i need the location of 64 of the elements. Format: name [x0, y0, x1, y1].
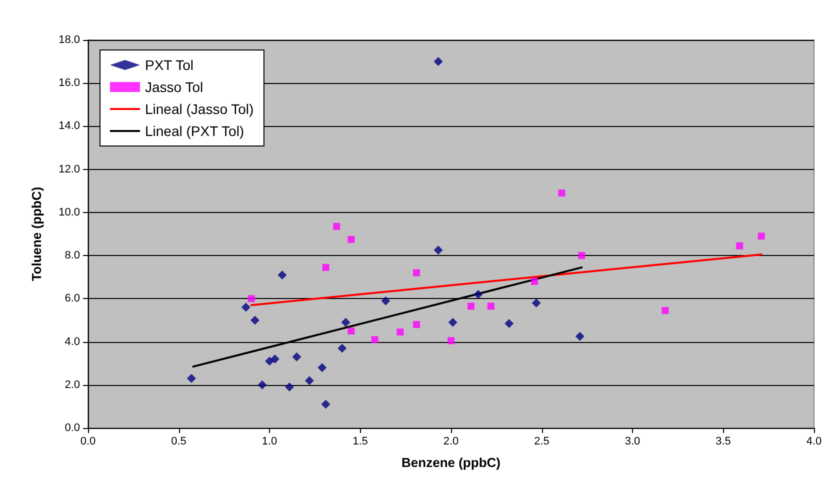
x-tick-label: 2.0	[443, 436, 459, 448]
point	[448, 318, 458, 327]
point	[474, 290, 483, 299]
y-tick-label: 16.0	[58, 77, 80, 90]
point	[284, 382, 294, 392]
x-tick-label: 3.5	[716, 436, 731, 448]
point	[530, 278, 538, 285]
point	[270, 354, 280, 364]
y-tick-label: 6.0	[64, 292, 80, 305]
x-tick-label: 2.5	[534, 436, 550, 448]
point	[341, 318, 350, 327]
y-tick-label: 18.0	[58, 34, 80, 46]
point	[434, 246, 443, 255]
point	[467, 302, 474, 310]
y-tick-label: 10.0	[58, 206, 80, 218]
x-tick-label: 4.0	[806, 436, 822, 448]
point	[434, 57, 443, 66]
y-tick-label: 8.0	[64, 250, 80, 262]
point	[396, 328, 404, 336]
point	[662, 307, 669, 314]
legend-label: Jasso Tol	[145, 79, 204, 95]
point	[348, 328, 355, 334]
legend-label: PXT Tol	[145, 57, 194, 73]
point	[321, 400, 330, 409]
x-tick-label: 0.0	[80, 436, 96, 448]
point	[413, 321, 420, 328]
x-tick-label: 0.5	[171, 436, 186, 448]
point	[304, 376, 314, 386]
y-axis-title: Toluene (ppbC)	[29, 186, 44, 282]
point	[248, 295, 255, 302]
x-tick-label: 1.0	[262, 436, 278, 448]
point	[758, 232, 765, 240]
point	[558, 190, 566, 197]
legend-label: Lineal (PXT Tol)	[145, 123, 244, 139]
y-tick-label: 0.0	[64, 422, 80, 434]
point	[371, 336, 378, 344]
point	[487, 302, 494, 310]
point	[258, 380, 267, 390]
y-tick-label: 14.0	[58, 120, 80, 132]
point	[575, 332, 584, 341]
point	[292, 352, 302, 362]
point	[578, 252, 586, 260]
point	[338, 344, 347, 353]
point	[250, 316, 260, 325]
point	[348, 236, 355, 243]
point	[736, 242, 744, 250]
y-tick-label: 4.0	[64, 336, 80, 348]
x-tick-label: 3.0	[624, 436, 640, 448]
point	[532, 298, 541, 308]
point	[318, 363, 327, 372]
point	[186, 374, 196, 383]
x-tick-label: 1.5	[352, 436, 368, 448]
point	[278, 270, 287, 280]
point	[381, 296, 390, 306]
point	[448, 337, 454, 344]
y-tick-label: 12.0	[58, 163, 80, 176]
point	[333, 222, 340, 230]
point	[504, 318, 514, 328]
point	[322, 264, 330, 271]
point	[413, 269, 420, 276]
point	[241, 302, 250, 312]
x-axis-title: Benzene (ppbC)	[402, 455, 500, 470]
legend-label: Lineal (Jasso Tol)	[145, 101, 254, 117]
y-tick-label: 2.0	[64, 378, 80, 391]
